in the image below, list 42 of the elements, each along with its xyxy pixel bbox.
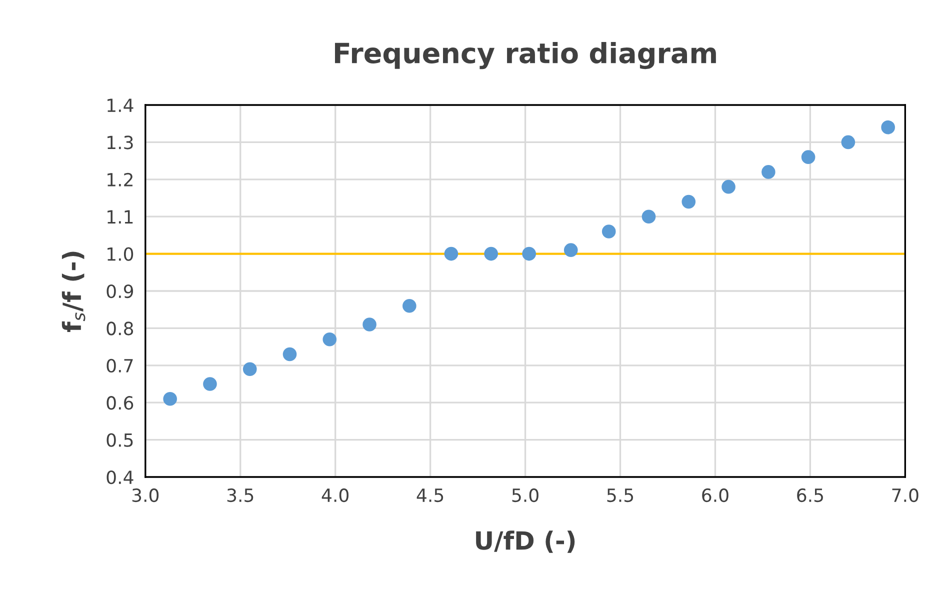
y-tick-label: 0.8: [106, 322, 134, 336]
point: [762, 165, 776, 179]
point: [801, 150, 816, 164]
y-tick-label: 1.3: [108, 136, 133, 150]
point: [242, 362, 257, 376]
y-tick-label: 0.7: [106, 358, 133, 373]
x-tick-label: 5.5: [607, 488, 634, 502]
point: [522, 246, 536, 261]
x-tick-label: 3.0: [132, 488, 159, 502]
point: [484, 246, 498, 261]
y-tick-label: 0.6: [106, 396, 134, 410]
y-axis-title: f$_{s}$/f (-): [62, 252, 86, 332]
x-axis-title: U/fD (-): [476, 530, 575, 553]
point: [163, 392, 177, 406]
point: [722, 180, 736, 194]
point: [444, 246, 458, 261]
chart-title: Frequency ratio diagram: [334, 42, 716, 70]
point: [402, 298, 416, 313]
point: [602, 224, 616, 238]
x-tick-label: 3.5: [227, 488, 254, 502]
y-tick-label: 0.5: [106, 433, 133, 447]
point: [282, 347, 297, 362]
x-tick-label: 6.0: [702, 488, 728, 502]
x-tick-label: 6.5: [797, 488, 823, 502]
y-tick-label: 0.9: [106, 284, 134, 298]
point: [203, 377, 217, 391]
point: [682, 194, 696, 209]
point: [322, 332, 337, 346]
x-tick-label: 4.0: [322, 488, 348, 502]
y-tick-label: 1.4: [108, 98, 134, 112]
point: [841, 135, 856, 150]
point: [564, 243, 578, 257]
y-tick-label: 1.2: [108, 172, 132, 186]
point: [362, 318, 376, 332]
x-tick-label: 7.0: [892, 488, 918, 502]
point: [881, 120, 895, 134]
y-tick-label: 1.1: [108, 210, 133, 224]
x-tick-label: 4.5: [416, 488, 444, 502]
y-tick-label: 0.4: [106, 470, 134, 484]
y-tick-label: 1.0: [108, 247, 134, 261]
x-tick-label: 5.0: [512, 488, 538, 502]
point: [642, 210, 656, 224]
